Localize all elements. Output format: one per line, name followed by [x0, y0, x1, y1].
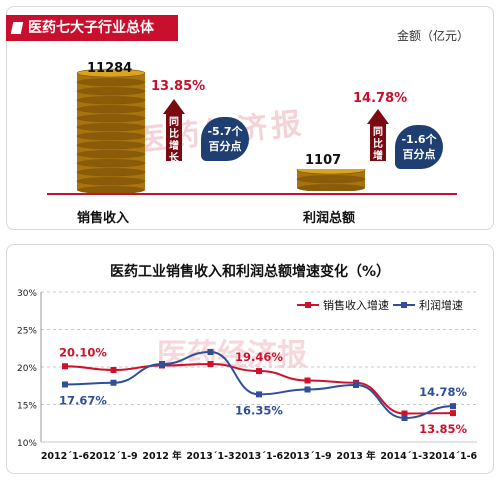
data-point	[450, 403, 456, 410]
data-label: 13.85%	[419, 422, 467, 436]
x-tick-label: 2012´1-9	[89, 451, 137, 462]
coin	[296, 169, 366, 183]
baseline	[47, 193, 457, 195]
coin-stack-profit	[296, 169, 366, 191]
y-tick-label: 20%	[17, 364, 37, 374]
data-point	[62, 381, 68, 388]
summary-title: 医药七大子行业总体	[6, 15, 178, 41]
coin-stack-sales	[76, 68, 146, 193]
growth-chart-panel: 医药工业销售收入和利润总额增速变化（%） 医药经济报 10% 15% 20% 25% 30…	[6, 244, 494, 474]
data-label: 16.35%	[235, 403, 283, 417]
sales-label: 销售收入	[77, 211, 130, 226]
data-label: 20.10%	[59, 345, 107, 359]
data-point	[110, 367, 117, 373]
data-point	[207, 361, 214, 367]
data-point	[304, 377, 311, 384]
sales-growth: 13.85%	[151, 79, 206, 94]
data-label: 17.67%	[59, 393, 107, 407]
x-tick-label: 2014´1-6	[429, 451, 478, 462]
data-point	[353, 382, 359, 388]
legend-marker	[305, 302, 311, 308]
data-point	[401, 410, 408, 417]
sales-change-unit: 百分点	[208, 140, 242, 153]
profit-change-unit: 百分点	[402, 148, 436, 161]
data-point	[62, 363, 68, 370]
profit-arrow-text: 同比增长	[373, 127, 383, 174]
sales-growth-arrow-icon: 同比增长	[163, 99, 185, 164]
sales-change-bubble: -5.7个 百分点	[201, 117, 249, 161]
profit-value: 1107	[305, 153, 342, 168]
profit-change: -1.6个	[401, 133, 437, 146]
unit-label: 金额（亿元）	[396, 29, 469, 43]
y-tick-label: 25%	[17, 327, 37, 337]
profit-growth-arrow-icon: 同比增长	[367, 109, 389, 174]
x-tick-label: 2012´1-6	[41, 451, 90, 462]
x-tick-label: 2013´1-9	[283, 451, 331, 462]
legend-label: 销售收入增速	[323, 298, 389, 312]
y-tick-label: 15%	[17, 402, 37, 412]
sales-change: -5.7个	[207, 125, 243, 138]
data-point	[159, 361, 165, 367]
profit-growth: 14.78%	[353, 91, 408, 106]
data-point	[450, 410, 456, 417]
data-point	[256, 368, 262, 375]
x-tick-label: 2013´1-6	[235, 451, 284, 462]
x-tick-label: 2012 年	[142, 450, 182, 462]
data-label: 19.46%	[235, 350, 283, 364]
x-tick-label: 2013´1-3	[186, 451, 234, 462]
y-tick-label: 10%	[17, 439, 37, 449]
data-point	[256, 391, 262, 398]
legend-marker	[401, 302, 407, 308]
industry-summary-panel: 医药七大子行业总体 金额（亿元） 医药经济报 11284 13.85% 同比增长…	[6, 6, 494, 230]
x-tick-label: 2014´1-3	[380, 451, 428, 462]
data-label: 14.78%	[419, 385, 467, 399]
chart-title: 医药工业销售收入和利润总额增速变化（%）	[109, 264, 391, 280]
data-point	[401, 415, 408, 421]
coin	[76, 68, 146, 86]
sales-arrow-text: 同比增长	[169, 117, 179, 164]
x-tick-label: 2013 年	[336, 450, 376, 462]
data-point	[304, 386, 311, 393]
y-tick-label: 30%	[17, 289, 37, 299]
sales-value: 11284	[87, 61, 133, 76]
data-point	[207, 349, 214, 355]
profit-change-bubble: -1.6个 百分点	[395, 125, 443, 169]
profit-label: 利润总额	[303, 211, 356, 226]
legend-label: 利润增速	[419, 298, 463, 312]
data-point	[110, 379, 117, 386]
